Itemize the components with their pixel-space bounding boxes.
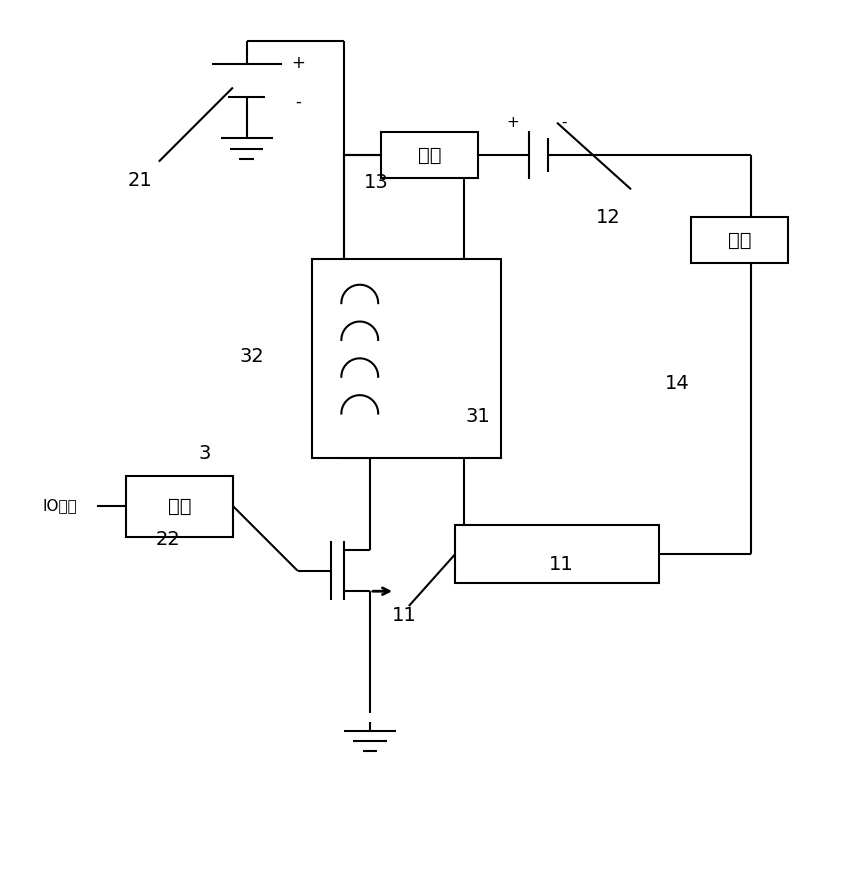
Text: 11: 11 bbox=[392, 606, 416, 625]
Text: 14: 14 bbox=[665, 375, 689, 393]
Text: -: - bbox=[295, 92, 301, 110]
Text: +: + bbox=[506, 115, 519, 131]
Text: IO输出: IO输出 bbox=[42, 498, 77, 513]
Text: 空开: 空开 bbox=[418, 146, 442, 164]
Text: 21: 21 bbox=[128, 170, 153, 190]
Text: 12: 12 bbox=[595, 208, 620, 226]
Text: 13: 13 bbox=[364, 173, 389, 193]
Text: 11: 11 bbox=[550, 555, 574, 574]
Text: 空开: 空开 bbox=[728, 231, 752, 250]
Text: 光耦: 光耦 bbox=[168, 497, 192, 516]
Text: 32: 32 bbox=[239, 346, 264, 366]
Bar bbox=[381, 132, 479, 178]
Bar bbox=[312, 258, 501, 458]
Text: 22: 22 bbox=[156, 530, 181, 549]
Text: 3: 3 bbox=[199, 444, 212, 463]
Bar bbox=[455, 526, 659, 583]
Text: 31: 31 bbox=[466, 407, 491, 425]
Text: +: + bbox=[291, 53, 305, 72]
Text: -: - bbox=[562, 115, 567, 131]
Bar bbox=[691, 218, 789, 264]
Bar bbox=[126, 476, 233, 536]
